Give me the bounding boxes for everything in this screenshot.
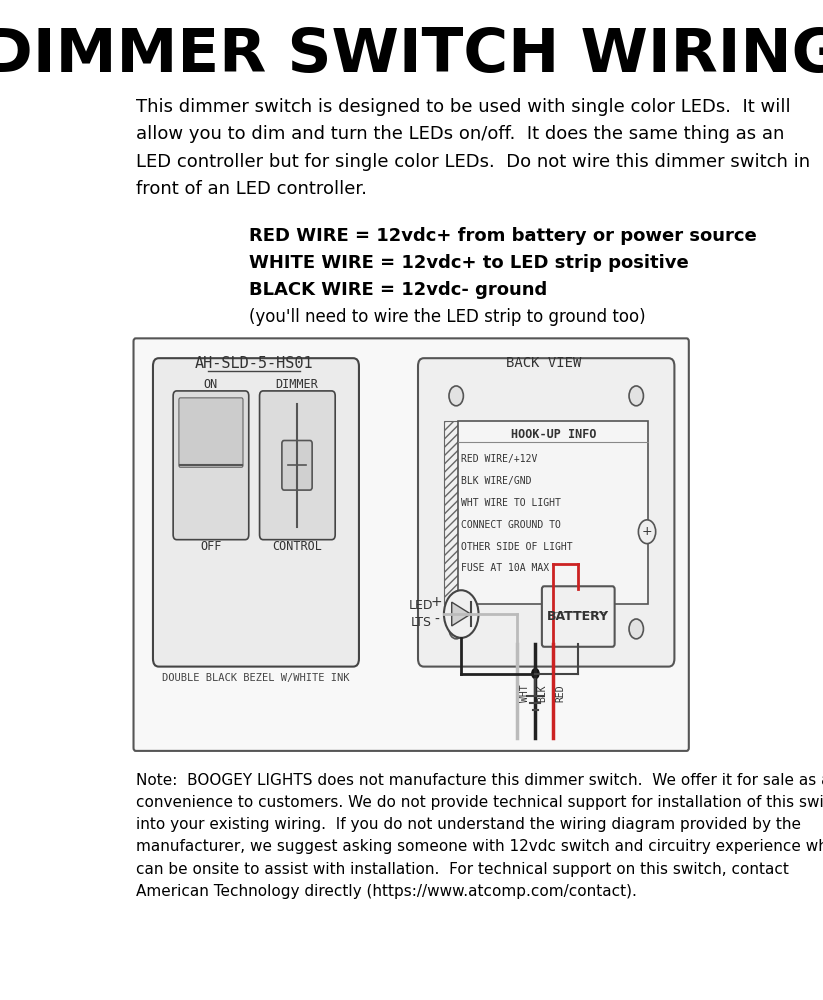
FancyBboxPatch shape [179, 398, 243, 467]
Text: WHT: WHT [519, 685, 529, 702]
Text: DIMMER SWITCH WIRING: DIMMER SWITCH WIRING [0, 26, 823, 85]
FancyBboxPatch shape [173, 391, 249, 540]
Circle shape [444, 590, 478, 638]
Text: BATTERY: BATTERY [546, 610, 609, 623]
FancyBboxPatch shape [418, 358, 674, 667]
Bar [444, 421, 458, 604]
Text: CONNECT GROUND TO: CONNECT GROUND TO [461, 520, 561, 530]
Text: FUSE AT 10A MAX: FUSE AT 10A MAX [461, 563, 549, 573]
Text: BACK VIEW: BACK VIEW [506, 356, 582, 370]
Bar [458, 421, 649, 604]
Circle shape [629, 386, 644, 406]
Text: -: - [435, 613, 439, 627]
Text: RED WIRE = 12vdc+ from battery or power source: RED WIRE = 12vdc+ from battery or power … [249, 227, 756, 245]
Circle shape [449, 619, 463, 639]
Circle shape [532, 669, 539, 679]
Text: BLK: BLK [537, 685, 547, 702]
FancyBboxPatch shape [259, 391, 335, 540]
Text: ON: ON [203, 378, 218, 391]
Text: BLK WIRE/GND: BLK WIRE/GND [461, 476, 532, 486]
Text: BLACK WIRE = 12vdc- ground: BLACK WIRE = 12vdc- ground [249, 281, 547, 299]
Circle shape [449, 386, 463, 406]
FancyBboxPatch shape [133, 338, 689, 751]
Text: LED
LTS: LED LTS [409, 599, 433, 629]
Text: CONTROL: CONTROL [272, 540, 322, 553]
Text: This dimmer switch is designed to be used with single color LEDs.  It will
allow: This dimmer switch is designed to be use… [136, 98, 810, 198]
Text: OFF: OFF [200, 540, 221, 553]
Text: HOOK-UP INFO: HOOK-UP INFO [510, 428, 596, 441]
Text: Note:  BOOGEY LIGHTS does not manufacture this dimmer switch.  We offer it for s: Note: BOOGEY LIGHTS does not manufacture… [136, 773, 823, 899]
Text: RED: RED [556, 685, 565, 702]
FancyBboxPatch shape [153, 358, 359, 667]
Text: +: + [431, 595, 443, 609]
Circle shape [639, 520, 656, 544]
FancyBboxPatch shape [542, 586, 615, 647]
Text: RED WIRE/+12V: RED WIRE/+12V [461, 454, 537, 464]
Text: WHITE WIRE = 12vdc+ to LED strip positive: WHITE WIRE = 12vdc+ to LED strip positiv… [249, 254, 689, 272]
Text: AH-SLD-5-HS01: AH-SLD-5-HS01 [194, 356, 313, 371]
Text: +: + [642, 525, 653, 538]
Text: DIMMER: DIMMER [276, 378, 319, 391]
Text: WHT WIRE TO LIGHT: WHT WIRE TO LIGHT [461, 498, 561, 508]
Text: OTHER SIDE OF LIGHT: OTHER SIDE OF LIGHT [461, 542, 573, 552]
Circle shape [629, 619, 644, 639]
Polygon shape [452, 602, 471, 626]
Text: (you'll need to wire the LED strip to ground too): (you'll need to wire the LED strip to gr… [249, 308, 645, 326]
Text: DOUBLE BLACK BEZEL W/WHITE INK: DOUBLE BLACK BEZEL W/WHITE INK [162, 673, 350, 683]
FancyBboxPatch shape [282, 440, 312, 490]
